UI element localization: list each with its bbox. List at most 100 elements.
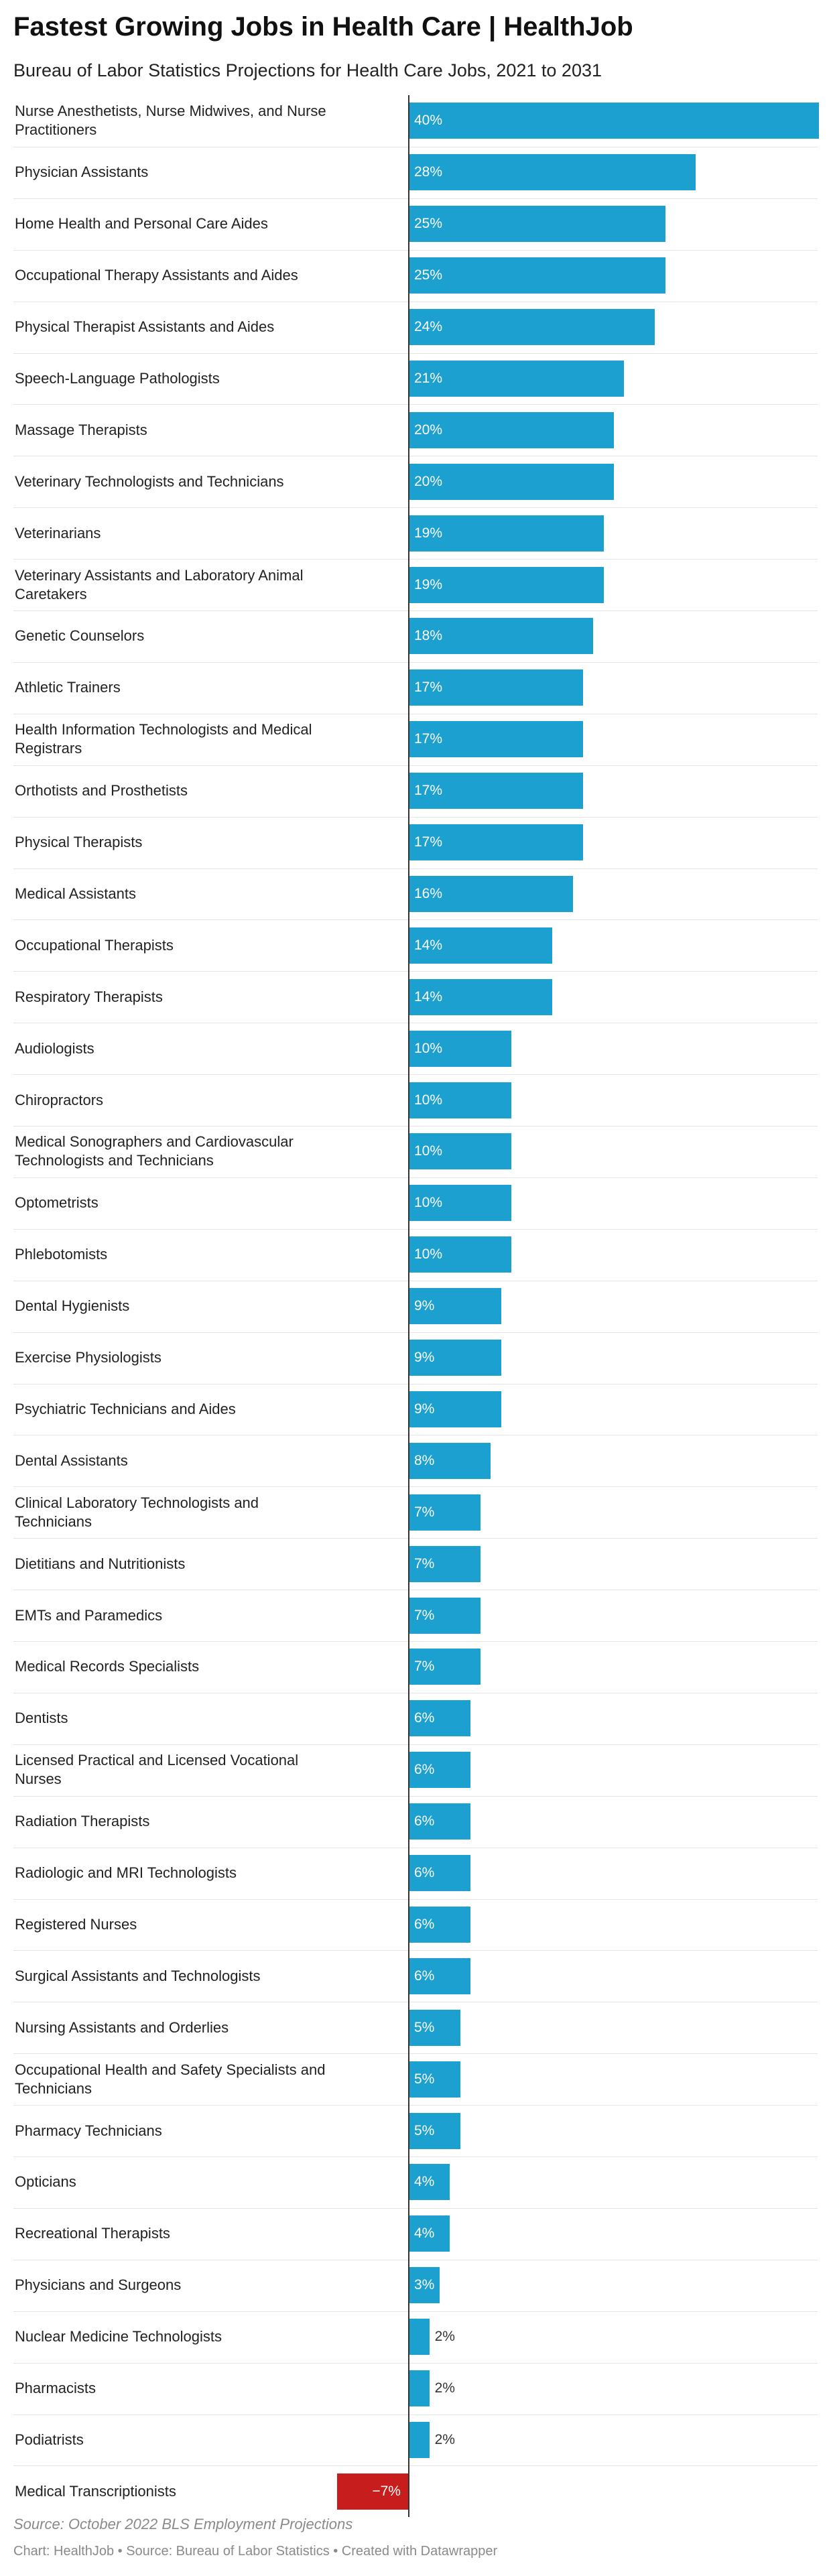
value-label: 18% [414,628,443,644]
chart-subtitle: Bureau of Labor Statistics Projections f… [13,60,602,80]
row-divider [13,610,818,611]
value-label: 25% [414,216,443,232]
row-divider [13,352,818,354]
category-label: Physician Assistants [15,164,149,181]
category-label: Pharmacy Technicians [15,2122,162,2139]
category-label: Medical Assistants [15,885,136,902]
category-label: Occupational Therapists [15,936,174,954]
row-divider [13,1744,818,1745]
row-divider [13,816,818,818]
category-label: Veterinary Technologists and Technicians [15,472,284,490]
bar [409,721,584,758]
value-label: 9% [414,1401,435,1417]
bar [409,2421,430,2458]
bar [409,1494,481,1531]
category-label: Phlebotomists [15,1246,108,1263]
row-divider [13,507,818,509]
category-label: Exercise Physiologists [15,1349,162,1366]
category-label: Physical Therapist Assistants and Aides [15,318,275,336]
bar [409,1906,470,1943]
bar [409,927,553,964]
category-label: Occupational Health and Safety Specialis… [15,2061,326,2097]
category-label: Pharmacists [15,2380,97,2397]
bar [409,1391,501,1427]
row-divider [13,2311,818,2312]
row-divider [13,404,818,405]
value-label: 7% [414,1555,435,1571]
category-label: Physical Therapists [15,834,143,851]
bar [409,2112,460,2149]
value-label: 6% [414,1968,435,1984]
value-label: 6% [414,1710,435,1726]
bar [409,2164,450,2201]
value-label: 17% [414,834,443,850]
value-label: 10% [414,1143,443,1159]
value-label: 7% [414,1607,435,1623]
category-label: Home Health and Personal Care Aides [15,215,268,233]
row-divider [13,1486,818,1488]
bar [409,1082,511,1118]
bar [409,824,584,861]
category-label: Clinical Laboratory Technologists and Te… [15,1494,259,1530]
category-label: Psychiatric Technicians and Aides [15,1400,236,1417]
bar [336,2473,409,2510]
bar [409,773,584,810]
category-label: Surgical Assistants and Technologists [15,1967,261,1984]
row-divider [13,2362,818,2364]
category-label: Massage Therapists [15,421,147,438]
value-label: 3% [414,2277,435,2293]
bar [409,1855,470,1892]
row-divider [13,1950,818,1951]
value-label: 7% [414,1504,435,1520]
value-label: 20% [414,473,443,489]
value-label: 10% [414,1195,443,1211]
category-label: Radiologic and MRI Technologists [15,1864,237,1882]
category-label: Optometrists [15,1194,99,1212]
category-label: Athletic Trainers [15,679,121,696]
category-label: Radiation Therapists [15,1813,150,1830]
category-label: Nuclear Medicine Technologists [15,2328,222,2345]
row-divider [13,1228,818,1230]
value-label: 5% [414,2019,435,2035]
value-label: 19% [414,525,443,541]
value-label: 16% [414,885,443,901]
category-label: Nursing Assistants and Orderlies [15,2018,229,2036]
zero-axis [408,95,409,2518]
bar [409,618,594,655]
category-label: Veterinary Assistants and Laboratory Ani… [15,566,304,602]
category-label: Licensed Practical and Licensed Vocation… [15,1752,299,1788]
value-label: 6% [414,1762,435,1778]
category-label: Dental Assistants [15,1452,128,1469]
value-label: 10% [414,1040,443,1056]
value-label: 17% [414,783,443,799]
row-divider [13,868,818,869]
bar [409,360,625,397]
category-label: Nurse Anesthetists, Nurse Midwives, and … [15,103,326,139]
row-divider [13,2465,818,2467]
row-divider [13,1795,818,1797]
value-label: 9% [414,1298,435,1314]
bar [409,154,696,191]
bar [409,1957,470,1994]
category-label: Occupational Therapy Assistants and Aide… [15,267,298,284]
value-label: 10% [414,1246,443,1263]
chart-title: Fastest Growing Jobs in Health Care | He… [13,12,633,42]
row-divider [13,765,818,766]
value-label: 17% [414,680,443,696]
category-label: Orthotists and Prosthetists [15,782,188,799]
value-label: −7% [372,2483,401,2499]
source-note: Source: October 2022 BLS Employment Proj… [13,2516,353,2532]
category-label: Dietitians and Nutritionists [15,1555,186,1572]
category-label: Registered Nurses [15,1915,137,1933]
row-divider [13,1074,818,1076]
value-label: 24% [414,319,443,335]
bar [409,566,604,603]
bar [409,103,819,139]
category-label: Physicians and Surgeons [15,2276,182,2294]
value-label: 14% [414,937,443,953]
row-divider [13,971,818,972]
value-label: 20% [414,422,443,438]
value-label: 2% [434,2329,455,2345]
row-divider [13,1177,818,1178]
